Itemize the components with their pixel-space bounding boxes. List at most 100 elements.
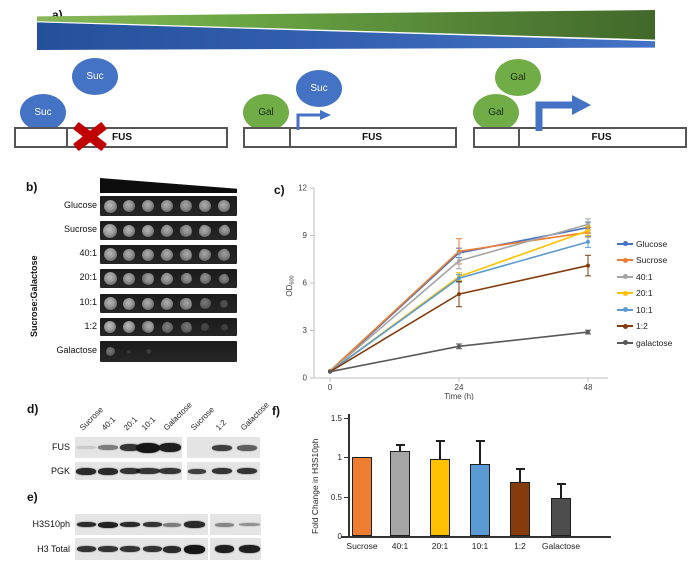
yeast-spot: [140, 319, 156, 335]
error-cap: [556, 483, 566, 485]
legend-label: 20:1: [636, 288, 653, 298]
protein-band: [214, 545, 234, 553]
legend-dot-icon: [623, 241, 628, 246]
yeast-spot: [123, 321, 135, 333]
error-bar: [399, 444, 401, 451]
spot-row-strip: [100, 196, 237, 216]
yeast-spot: [103, 272, 117, 285]
y-tick-label: 9: [303, 231, 308, 240]
bar-1:2: [510, 482, 530, 536]
yeast-spot: [159, 222, 175, 239]
blot-strip-divider: [208, 514, 210, 535]
protein-band: [98, 467, 118, 475]
suc-circle-floating-2: Suc: [296, 70, 342, 107]
spot-row-label: 10:1: [79, 297, 97, 307]
yeast-spot: [159, 295, 175, 312]
legend-marker-icon: [617, 274, 633, 279]
data-marker-Sucrose: [457, 249, 461, 254]
error-cap: [515, 468, 525, 470]
protein-band: [163, 545, 181, 553]
yeast-spot: [126, 348, 132, 355]
y-tick-label: 0: [303, 374, 308, 383]
legend-dot-icon: [623, 274, 628, 279]
legend-dot-icon: [623, 323, 628, 329]
blocked-transcription-x-icon: [73, 121, 107, 151]
x-tick-label: 0: [328, 383, 333, 392]
protein-band: [238, 545, 260, 553]
legend-marker-icon: [617, 307, 633, 312]
y-tick-label: 12: [298, 184, 307, 193]
yeast-spot: [159, 270, 175, 287]
data-marker-20:1: [586, 228, 590, 233]
yeast-spot: [123, 224, 135, 237]
spot-row-label: 40:1: [79, 248, 97, 258]
protein-band: [142, 546, 162, 552]
protein-band: [238, 523, 260, 526]
yeast-spot: [103, 248, 117, 261]
yeast-spot: [178, 319, 194, 335]
spot-row-label: 1:2: [84, 320, 97, 331]
yeast-spot: [142, 200, 154, 212]
legend-marker-icon: [617, 340, 633, 345]
dilution-gradient-triangle: [100, 178, 237, 193]
spot-row-strip: [100, 294, 237, 313]
yeast-spot: [123, 248, 135, 261]
x-tick-label: Galactose: [541, 541, 581, 551]
panel-d-label: d): [27, 402, 39, 416]
protein-band: [120, 522, 140, 527]
legend-label: Sucrose: [636, 255, 668, 265]
blot-film-strip: [180, 514, 261, 535]
protein-band: [188, 468, 206, 474]
legend-marker-icon: [617, 323, 633, 329]
protein-band: [120, 546, 140, 552]
yeast-spot: [144, 348, 152, 355]
gene-label: FUS: [112, 132, 132, 143]
yeast-spot: [159, 319, 175, 335]
legend-dot-icon: [623, 290, 628, 296]
gene-construct-box-2: FUS: [243, 127, 457, 148]
blot-row-label: PGK: [50, 465, 70, 476]
legend-label: Glucose: [636, 238, 668, 249]
legend-item-10:1: 10:1: [617, 304, 672, 315]
panel-b-label: b): [26, 180, 38, 194]
spot-row-label: Galactose: [56, 345, 97, 355]
bar-Galactose: [551, 498, 571, 536]
spot-row-label: Glucose: [63, 199, 97, 210]
data-marker-40:1: [457, 258, 461, 263]
error-cap: [435, 440, 445, 442]
legend-label: 10:1: [636, 304, 653, 315]
yeast-spot: [180, 200, 192, 212]
yeast-spot: [215, 246, 233, 263]
yeast-spot: [219, 322, 229, 332]
yeast-spot: [199, 297, 211, 310]
yeast-spot: [200, 322, 210, 332]
yeast-spot: [177, 222, 195, 239]
yeast-spot: [177, 246, 195, 263]
gene-construct-box-3: FUS: [473, 127, 687, 148]
yeast-spot: [178, 270, 194, 287]
legend-label: 1:2: [636, 321, 648, 331]
gal-circle-text: Gal: [488, 107, 504, 118]
data-marker-galactose: [586, 330, 590, 335]
promoter-divider: [66, 129, 68, 146]
gal-circle-text: Gal: [510, 72, 526, 83]
legend-dot-icon: [623, 340, 628, 345]
legend-item-Glucose: Glucose: [617, 238, 672, 249]
protein-band: [76, 467, 96, 475]
error-bar: [479, 440, 481, 465]
x-tick-label: 1:2: [514, 541, 526, 551]
y-tick-label: 1: [337, 453, 342, 462]
chart-legend: Glucose Sucrose 40:1 20:1 10:1 1:2 galactose: [617, 238, 672, 348]
x-axis-title: Time (h): [444, 392, 474, 400]
error-bar: [560, 483, 562, 499]
protein-band: [98, 521, 118, 528]
data-marker-10:1: [457, 276, 461, 281]
legend-item-40:1: 40:1: [617, 271, 672, 282]
yeast-spot: [216, 271, 232, 286]
y-tick-label: 1.5: [330, 413, 342, 423]
yeast-spot: [198, 247, 212, 262]
y-axis-title: Fold Change in H3S10ph: [310, 438, 320, 534]
yeast-spot: [103, 297, 117, 310]
yeast-spot: [123, 297, 135, 310]
